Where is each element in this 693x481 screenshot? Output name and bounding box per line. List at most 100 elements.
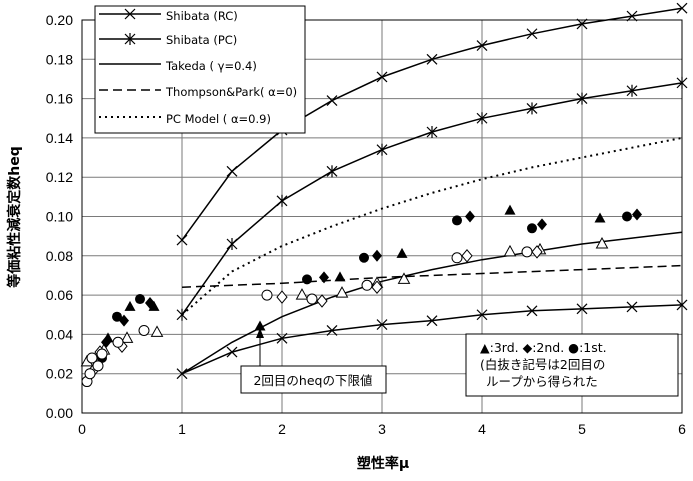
marker-key-line-1: ▲:3rd. ◆:2nd. ●:1st. — [480, 340, 607, 355]
x-stroke — [526, 305, 538, 317]
x-stroke — [376, 71, 388, 83]
x-stroke — [676, 2, 688, 14]
x-stroke — [576, 18, 588, 30]
series-marker — [376, 319, 388, 330]
data-point-circle-open — [521, 246, 533, 258]
y-tick-label: 0.02 — [46, 366, 73, 382]
y-tick-label: 0.20 — [46, 12, 73, 28]
x-stroke — [626, 301, 638, 313]
x-tick-label: 4 — [478, 421, 486, 437]
legend-x-marker — [124, 8, 136, 20]
data-point-diamond-filled — [145, 296, 155, 309]
x-tick-label: 2 — [278, 421, 286, 437]
x-stroke — [476, 40, 488, 51]
series-marker — [476, 112, 488, 125]
x-stroke — [176, 368, 188, 380]
data-point-triangle-open — [295, 288, 309, 300]
x-stroke — [226, 346, 238, 358]
legend-box — [94, 5, 306, 134]
series-marker — [626, 84, 638, 97]
lower-limit-annotation: 2回目のheqの下限値 — [240, 328, 387, 394]
x-tick-label: 1 — [178, 421, 186, 437]
series-marker — [326, 95, 338, 106]
series-marker — [176, 234, 188, 246]
series-marker — [176, 368, 188, 380]
data-point-circle-open — [451, 252, 463, 264]
x-axis-label: 塑性率μ — [357, 455, 409, 472]
series-marker — [676, 299, 688, 311]
series-marker — [476, 309, 488, 321]
data-point-triangle-filled — [504, 204, 516, 215]
annotation-text: 2回目のheqの下限値 — [253, 373, 372, 388]
legend-label-thompson-park: Thompson&Park( α=0) — [165, 85, 297, 99]
y-tick-label: 0.18 — [46, 51, 73, 67]
series-line-4 — [181, 136, 683, 316]
data-point-circle-open — [96, 348, 108, 360]
series-marker — [526, 305, 538, 317]
data-point-triangle-open — [595, 236, 609, 249]
x-stroke — [426, 53, 438, 65]
x-stroke — [626, 10, 638, 22]
x-stroke — [426, 315, 438, 327]
y-tick-label: 0.12 — [46, 169, 73, 185]
data-point-triangle-open — [120, 331, 134, 343]
data-point-circle-filled — [302, 274, 312, 285]
legend: Shibata (RC) Shibata (PC) Takeda ( γ=0.4… — [94, 5, 306, 134]
data-point-triangle-filled — [148, 300, 160, 311]
data-point-circle-filled — [135, 294, 145, 305]
x-tick-label: 5 — [578, 421, 586, 437]
data-point-diamond-open — [276, 290, 288, 304]
data-point-circle-filled — [527, 223, 537, 234]
y-tick-label: 0.00 — [46, 405, 73, 421]
data-point-triangle-filled — [124, 300, 136, 311]
series-marker — [576, 92, 588, 105]
x-stroke — [526, 28, 538, 40]
data-point-circle-open — [92, 360, 104, 372]
series-marker — [326, 325, 338, 336]
series-marker — [376, 143, 388, 156]
x-stroke — [676, 299, 688, 311]
annotation-box — [240, 365, 387, 394]
data-point-triangle-filled — [396, 247, 408, 258]
x-stroke — [226, 165, 238, 177]
x-stroke — [176, 234, 188, 246]
x-stroke — [376, 319, 388, 330]
series-marker — [226, 346, 238, 358]
points-layer — [80, 204, 642, 388]
data-point-circle-filled — [452, 215, 462, 226]
data-point-circle-open — [361, 279, 373, 291]
data-point-diamond-filled — [537, 218, 547, 231]
data-point-diamond-open — [531, 245, 543, 259]
x-stroke — [276, 332, 288, 344]
series-marker — [276, 194, 288, 207]
data-point-circle-open — [138, 324, 150, 336]
data-point-triangle-filled — [334, 271, 346, 282]
x-stroke — [326, 325, 338, 336]
data-point-diamond-filled — [632, 208, 642, 221]
data-point-triangle-open — [150, 325, 164, 337]
series-marker — [426, 126, 438, 139]
series-marker — [576, 18, 588, 30]
data-point-circle-open — [86, 352, 98, 364]
y-tick-label: 0.16 — [46, 91, 73, 107]
data-point-circle-filled — [112, 311, 122, 322]
data-point-circle-filled — [622, 211, 632, 222]
data-point-diamond-open — [461, 249, 473, 263]
annotation-arrowhead — [256, 328, 264, 338]
data-point-diamond-filled — [101, 336, 111, 349]
axes: 0 1 2 3 4 5 6 0.00 0.02 0.04 0.06 0.08 0.10 0.12 0.14 0… — [46, 12, 686, 437]
data-point-triangle-filled — [594, 212, 606, 223]
y-axis-label: 等価粘性減衰定数heq — [6, 146, 23, 287]
data-point-diamond-filled — [465, 210, 475, 223]
marker-key-line-2: (白抜き記号は2回目の — [480, 357, 605, 372]
x-stroke — [326, 95, 338, 106]
data-point-triangle-open — [397, 272, 411, 284]
data-point-triangle-open — [335, 286, 349, 298]
series-marker — [526, 102, 538, 115]
series-marker — [426, 53, 438, 65]
data-point-diamond-filled — [372, 249, 382, 262]
legend-star-marker — [124, 33, 136, 45]
data-point-circle-open — [306, 293, 318, 305]
y-tick-label: 0.04 — [46, 326, 73, 342]
x-tick-label: 0 — [78, 421, 86, 437]
